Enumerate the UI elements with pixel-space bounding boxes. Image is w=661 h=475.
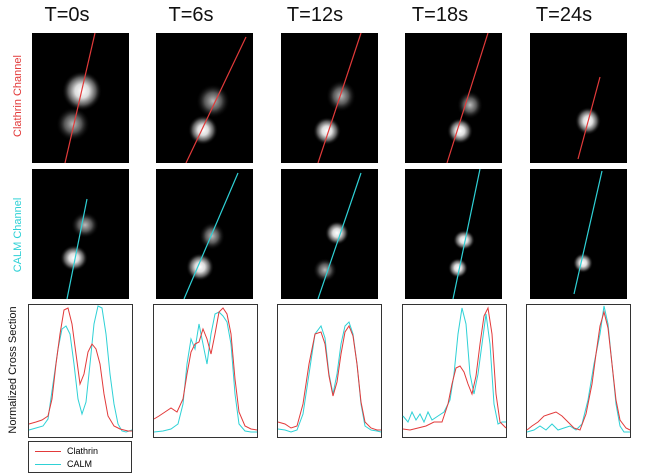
- clathrin-image-0s: [32, 33, 129, 163]
- clathrin-image-12s: [281, 33, 378, 163]
- calm-image-0s: [32, 169, 129, 299]
- cross-section-plot-0s: [28, 304, 133, 438]
- cross-section-plot-24s: [526, 304, 631, 438]
- legend-label-calm: CALM: [67, 459, 93, 469]
- legend-item-clathrin: Clathrin: [35, 445, 98, 457]
- clathrin-channel-label: Clathrin Channel: [12, 55, 24, 137]
- cross-section-plot-6s: [153, 304, 258, 438]
- time-label-12s: T=12s: [286, 4, 344, 26]
- time-label-24s: T=24s: [535, 4, 593, 26]
- calm-channel-label: CALM Channel: [12, 197, 24, 273]
- time-label-18s: T=18s: [411, 4, 469, 26]
- calm-image-6s: [156, 169, 253, 299]
- calm-image-18s: [405, 169, 502, 299]
- cross-section-plot-18s: [402, 304, 507, 438]
- cross-section-plot-12s: [277, 304, 382, 438]
- legend: Clathrin CALM: [28, 441, 132, 473]
- time-label-0s: T=0s: [44, 4, 90, 26]
- legend-item-calm: CALM: [35, 458, 92, 470]
- normalized-cross-section-label: Normalized Cross Section: [7, 306, 19, 434]
- calm-image-12s: [281, 169, 378, 299]
- legend-swatch-calm: [35, 463, 61, 465]
- clathrin-image-24s: [530, 33, 627, 163]
- clathrin-image-18s: [405, 33, 502, 163]
- time-label-6s: T=6s: [168, 4, 214, 26]
- calm-image-24s: [530, 169, 627, 299]
- legend-label-clathrin: Clathrin: [67, 446, 99, 456]
- legend-swatch-clathrin: [35, 450, 61, 452]
- clathrin-image-6s: [156, 33, 253, 163]
